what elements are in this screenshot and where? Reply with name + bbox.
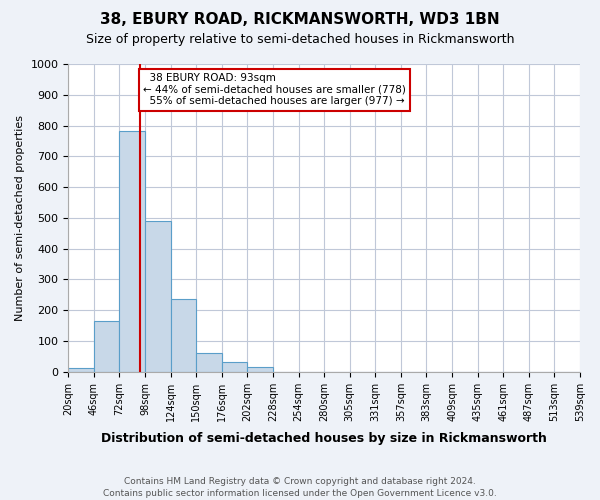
X-axis label: Distribution of semi-detached houses by size in Rickmansworth: Distribution of semi-detached houses by … — [101, 432, 547, 445]
Text: 38, EBURY ROAD, RICKMANSWORTH, WD3 1BN: 38, EBURY ROAD, RICKMANSWORTH, WD3 1BN — [100, 12, 500, 28]
Text: Contains HM Land Registry data © Crown copyright and database right 2024.: Contains HM Land Registry data © Crown c… — [124, 477, 476, 486]
Bar — [68, 368, 94, 372]
Y-axis label: Number of semi-detached properties: Number of semi-detached properties — [15, 115, 25, 321]
Bar — [247, 367, 273, 372]
Text: 38 EBURY ROAD: 93sqm
← 44% of semi-detached houses are smaller (778)
  55% of se: 38 EBURY ROAD: 93sqm ← 44% of semi-detac… — [143, 73, 406, 106]
Bar — [170, 298, 196, 372]
Bar — [196, 352, 222, 372]
Bar — [222, 362, 247, 372]
Bar — [94, 321, 119, 372]
Bar — [145, 221, 170, 372]
Text: Size of property relative to semi-detached houses in Rickmansworth: Size of property relative to semi-detach… — [86, 32, 514, 46]
Text: Contains public sector information licensed under the Open Government Licence v3: Contains public sector information licen… — [103, 488, 497, 498]
Bar — [119, 131, 145, 372]
